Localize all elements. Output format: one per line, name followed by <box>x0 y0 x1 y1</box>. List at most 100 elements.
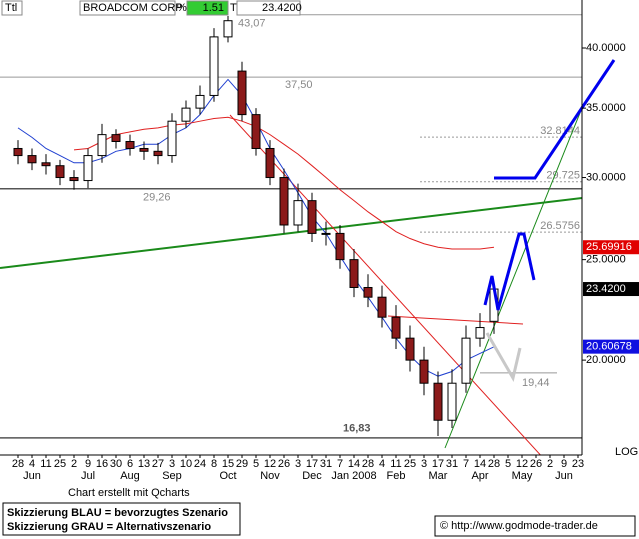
trend-line <box>0 197 582 269</box>
footer: Chart erstellt mit Qcharts <box>68 487 190 499</box>
candle-body <box>321 232 331 235</box>
candle-body <box>349 259 359 288</box>
x-tick-label: 11 <box>40 458 51 470</box>
mode: T <box>230 2 237 14</box>
x-tick-label: 24 <box>194 458 206 470</box>
note: Skizzierung GRAU = Alternativszenario <box>7 521 211 533</box>
x-tick-label: 28 <box>362 458 374 470</box>
x-tick-label: 14 <box>474 458 486 470</box>
month-label: Jun <box>23 470 41 482</box>
candle-body <box>475 327 485 339</box>
candle-body <box>153 150 163 157</box>
x-tick-label: 5 <box>505 458 511 470</box>
x-tick-label: 25 <box>54 458 66 470</box>
candle-body <box>55 165 65 179</box>
candle-body <box>279 177 289 226</box>
symbol: Ttl <box>5 2 17 14</box>
candle-body <box>111 134 121 143</box>
x-tick-label: 25 <box>404 458 416 470</box>
month-label: Apr <box>471 470 488 482</box>
last: 23.4200 <box>262 2 302 14</box>
note: Skizzierung BLAU = bevorzugtes Szenario <box>7 507 228 519</box>
candle-body <box>83 155 93 182</box>
x-tick-label: 9 <box>85 458 91 470</box>
price-badge-label: 25.69916 <box>586 241 632 253</box>
x-tick-label: 5 <box>253 458 259 470</box>
candle-body <box>27 155 37 164</box>
candle-body <box>181 107 191 122</box>
month-label: Dec <box>302 470 322 482</box>
x-tick-label: 7 <box>337 458 343 470</box>
symbol-box <box>1 0 23 16</box>
candle-body <box>69 177 79 182</box>
x-tick-label: 4 <box>29 458 35 470</box>
name-box <box>79 0 176 16</box>
candle-body <box>251 114 261 149</box>
price-badge <box>583 339 639 354</box>
month-label: Jan 2008 <box>331 470 376 482</box>
x-tick-label: 3 <box>169 458 175 470</box>
price-badge <box>583 240 639 255</box>
change: 1.51 <box>203 2 224 14</box>
x-tick-label: 31 <box>446 458 458 470</box>
candle-body <box>447 382 457 421</box>
x-tick-label: 8 <box>211 458 217 470</box>
candle-body <box>125 141 135 149</box>
candle-body <box>223 20 233 38</box>
x-tick-label: 27 <box>152 458 164 470</box>
x-tick-label: 7 <box>463 458 469 470</box>
month-label: Mar <box>429 470 448 482</box>
scale-label: LOG <box>615 446 638 458</box>
level-label: 26.5756 <box>540 220 580 232</box>
candle-body <box>293 200 303 226</box>
x-tick-label: 2 <box>547 458 553 470</box>
x-tick-label: 31 <box>320 458 332 470</box>
price-badge-label: 23.4200 <box>586 283 626 295</box>
x-tick-label: 26 <box>530 458 542 470</box>
trend-line <box>444 106 582 449</box>
candle-body <box>41 162 51 167</box>
trend-line <box>387 315 524 325</box>
candle-body <box>209 36 219 96</box>
level-label: 29.725 <box>546 170 580 182</box>
candle-body <box>405 337 415 361</box>
x-tick-label: 23 <box>572 458 584 470</box>
levels: 43,0737,5032.814429.72529,2626.575619,44… <box>0 14 582 439</box>
y-tick-label: 35.0000 <box>586 102 626 114</box>
candle-body <box>391 316 401 339</box>
candle-body <box>363 286 373 298</box>
month-label: Feb <box>387 470 406 482</box>
x-tick-label: 9 <box>561 458 567 470</box>
candle-body <box>377 296 387 318</box>
y-tick-label: 40.0000 <box>586 42 626 54</box>
x-tick-label: 17 <box>306 458 318 470</box>
level-label: 29,26 <box>143 192 171 204</box>
candle-body <box>237 70 247 116</box>
month-label: Jul <box>81 470 95 482</box>
x-tick-label: 28 <box>488 458 500 470</box>
x-tick-label: 11 <box>390 458 401 470</box>
level-label: 37,50 <box>285 79 313 91</box>
month-label: Oct <box>219 470 236 482</box>
x-tick-label: 13 <box>138 458 150 470</box>
name: BROADCOM CORP <box>83 2 183 14</box>
x-tick-label: 3 <box>295 458 301 470</box>
price-badge-label: 20.60678 <box>586 341 632 353</box>
x-tick-label: 12 <box>516 458 528 470</box>
main-scenario <box>483 232 536 311</box>
x-tick-label: 28 <box>12 458 24 470</box>
candle-body <box>139 147 149 152</box>
candle-body <box>97 134 107 157</box>
month-label: Sep <box>162 470 182 482</box>
candle-body <box>195 94 205 109</box>
level-label: 16,83 <box>343 423 371 435</box>
x-tick-label: 3 <box>421 458 427 470</box>
x-tick-label: 4 <box>379 458 385 470</box>
y-tick-label: 25.0000 <box>586 254 626 266</box>
source-box <box>434 515 636 537</box>
pct-sign: % <box>177 2 187 14</box>
candle-body <box>335 232 345 261</box>
candle-body <box>419 359 429 384</box>
